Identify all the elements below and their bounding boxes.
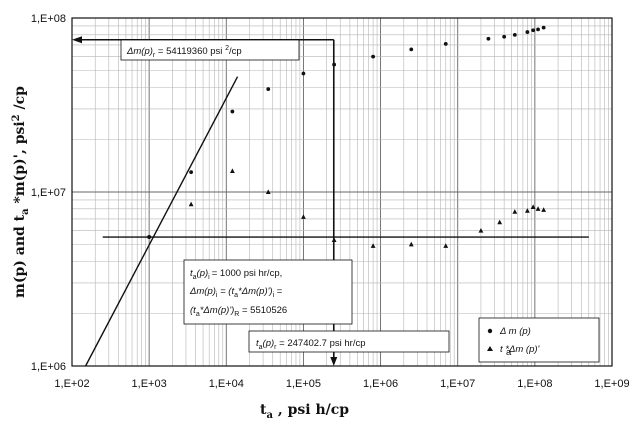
- legend-label-derivative-sub: a: [506, 347, 512, 358]
- data-point-derivative: [512, 209, 518, 214]
- x-tick-label: 1,E+03: [132, 378, 167, 390]
- annotation-dmp-r-text: Δm(p)r = 54119360 psi 2/cp: [126, 45, 242, 59]
- annotation-intersection-box: [183, 259, 353, 325]
- annotation-line-2: Δm(p)i = (ta*Δm(p)')i =: [189, 286, 283, 299]
- data-point-dmp: [486, 36, 491, 41]
- plot-frame: [71, 17, 613, 367]
- x-tick-label: 1,E+02: [54, 378, 89, 390]
- x-tick-label: 1,E+04: [209, 378, 244, 390]
- annotation-time: ta(p)r = 247402.7 psi hr/cp: [248, 330, 450, 353]
- legend-label-derivative: t *Δm (p)': [500, 344, 541, 355]
- y-axis-title: m(p) and ta *m(p)', psi2 /cp: [11, 86, 31, 298]
- data-point-derivative: [408, 241, 414, 247]
- tick-labels: 1,E+02 1,E+03 1,E+04 1,E+05 1,E+06 1,E+07 1,E+…: [31, 13, 630, 390]
- data-point-derivative: [524, 208, 530, 213]
- annotation-time-box: [248, 330, 450, 353]
- annotation-dmp-r: Δm(p)r = 54119360 psi 2/cp: [120, 39, 300, 61]
- arrow-head-down: [330, 357, 338, 366]
- annotation-dmp-r-box: [120, 39, 300, 61]
- data-marks: [188, 25, 547, 248]
- data-point-dmp: [332, 62, 337, 67]
- x-tick-label: 1,E+08: [517, 378, 552, 390]
- annotation-line-3: (ta*Δm(p)')R = 5510526: [190, 305, 287, 318]
- x-axis-title: ta , psi h/cp: [260, 402, 349, 421]
- data-point-dmp: [502, 34, 507, 39]
- data-point-derivative: [331, 237, 337, 242]
- data-point-dmp: [536, 27, 540, 32]
- data-point-dmp: [525, 30, 530, 34]
- legend-circle-marker: [487, 328, 493, 334]
- data-point-derivative: [443, 243, 449, 248]
- data-point-dmp: [301, 71, 306, 76]
- y-tick-label: 1,E+07: [31, 187, 66, 199]
- data-point-derivative: [541, 207, 547, 212]
- data-point-dmp: [512, 32, 517, 37]
- legend: Δ m (p) t *Δm (p)' a: [478, 317, 600, 363]
- y-tick-label: 1,E+06: [31, 361, 66, 373]
- x-tick-label: 1,E+07: [440, 378, 475, 390]
- data-point-derivative: [530, 204, 536, 209]
- data-point-dmp: [266, 87, 271, 92]
- data-point-derivative: [370, 243, 376, 248]
- data-point-dmp: [371, 54, 375, 59]
- data-point-dmp: [531, 28, 536, 33]
- arrow-head-left: [72, 36, 82, 44]
- data-point-dmp: [541, 25, 546, 30]
- intersection-point: [147, 235, 152, 240]
- unit-slope-line: [84, 76, 239, 367]
- data-point-dmp: [230, 109, 235, 114]
- data-point-dmp: [409, 47, 414, 52]
- legend-label-dmp: Δ m (p): [499, 326, 531, 337]
- data-point-derivative: [497, 219, 503, 225]
- x-tick-label: 1,E+09: [594, 378, 629, 390]
- annotation-intersection: ta(p)i = 1000 psi hr/cp, Δm(p)i = (ta*Δm(…: [183, 259, 353, 325]
- data-point-derivative: [301, 214, 306, 219]
- data-point-derivative: [265, 189, 271, 194]
- y-tick-label: 1,E+08: [31, 13, 66, 25]
- x-tick-label: 1,E+05: [286, 378, 321, 390]
- data-point-derivative: [229, 168, 235, 174]
- legend-box: [478, 317, 600, 363]
- annotation-time-text: ta(p)r = 247402.7 psi hr/cp: [256, 338, 366, 351]
- legend-triangle-marker: [487, 346, 493, 351]
- data-point-derivative: [535, 206, 541, 211]
- data-point-derivative: [478, 228, 484, 233]
- data-point-dmp: [443, 41, 448, 46]
- data-point-derivative: [188, 201, 194, 207]
- data-point-dmp: [189, 170, 194, 175]
- x-tick-label: 1,E+06: [363, 378, 398, 390]
- annotation-line-1: ta(p)i = 1000 psi hr/cp,: [190, 268, 282, 281]
